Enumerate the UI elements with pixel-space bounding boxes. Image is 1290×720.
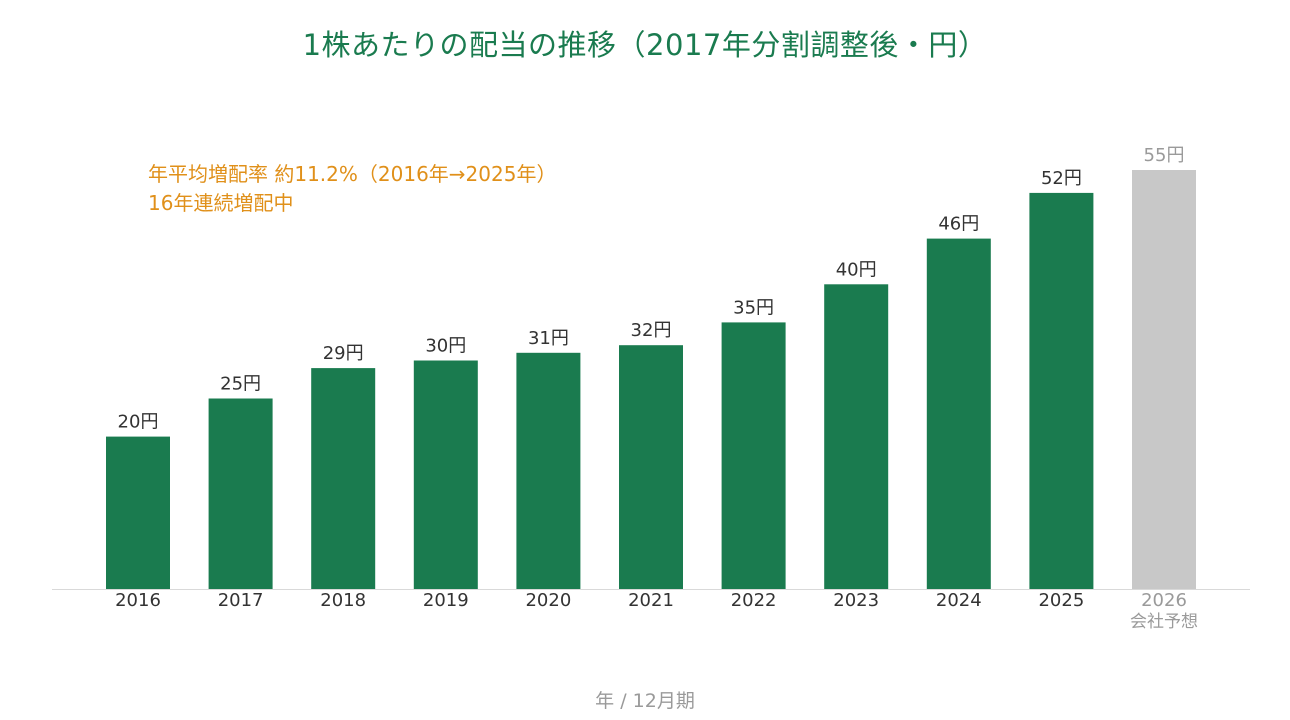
bar-2018	[311, 368, 376, 589]
value-label-2025: 52円	[1041, 168, 1082, 189]
bar-2019	[413, 360, 478, 589]
value-label-2017: 25円	[220, 374, 261, 395]
value-label-2023: 40円	[836, 259, 877, 280]
bar-2023	[824, 284, 889, 589]
category-label-2021: 2021	[628, 590, 674, 611]
category-label-2018: 2018	[320, 590, 366, 611]
category-label-2020: 2020	[525, 590, 571, 611]
bar-2021	[619, 345, 683, 589]
value-label-2016: 20円	[118, 412, 159, 433]
bar-2016	[106, 436, 170, 589]
bars-group	[106, 170, 1196, 589]
bar-2024	[926, 238, 991, 589]
consecutive-increase-annotation: 16年連続増配中	[148, 191, 294, 215]
category-label-2017: 2017	[218, 590, 264, 611]
category-label-2023: 2023	[833, 590, 879, 611]
bar-2020	[516, 352, 581, 589]
bar-2026	[1132, 170, 1196, 589]
growth-rate-annotation: 年平均増配率 約11.2%（2016年→2025年）	[148, 162, 557, 186]
category-label-2022: 2022	[731, 590, 777, 611]
value-label-2021: 32円	[631, 320, 672, 341]
category-sublabel-2026: 会社予想	[1130, 612, 1198, 632]
value-label-2024: 46円	[938, 214, 979, 235]
category-label-2019: 2019	[423, 590, 469, 611]
value-label-2026: 55円	[1144, 145, 1185, 166]
category-label-2025: 2025	[1038, 590, 1084, 611]
value-label-2022: 35円	[733, 297, 774, 318]
category-label-2024: 2024	[936, 590, 982, 611]
chart-title: 1株あたりの配当の推移（2017年分割調整後・円）	[302, 28, 988, 62]
bar-2022	[721, 322, 786, 589]
category-label-2016: 2016	[115, 590, 161, 611]
category-label-2026: 2026	[1141, 590, 1187, 611]
x-axis-title: 年 / 12月期	[595, 690, 695, 712]
bar-2017	[208, 398, 273, 589]
labels-group: 20円 2016 25円 2017 29円 2018 30円 2019 31円 2020 32円 20…	[115, 145, 1198, 632]
value-label-2019: 30円	[425, 336, 466, 357]
value-label-2020: 31円	[528, 328, 569, 349]
value-label-2018: 29円	[323, 343, 364, 364]
bar-2025	[1029, 192, 1094, 589]
